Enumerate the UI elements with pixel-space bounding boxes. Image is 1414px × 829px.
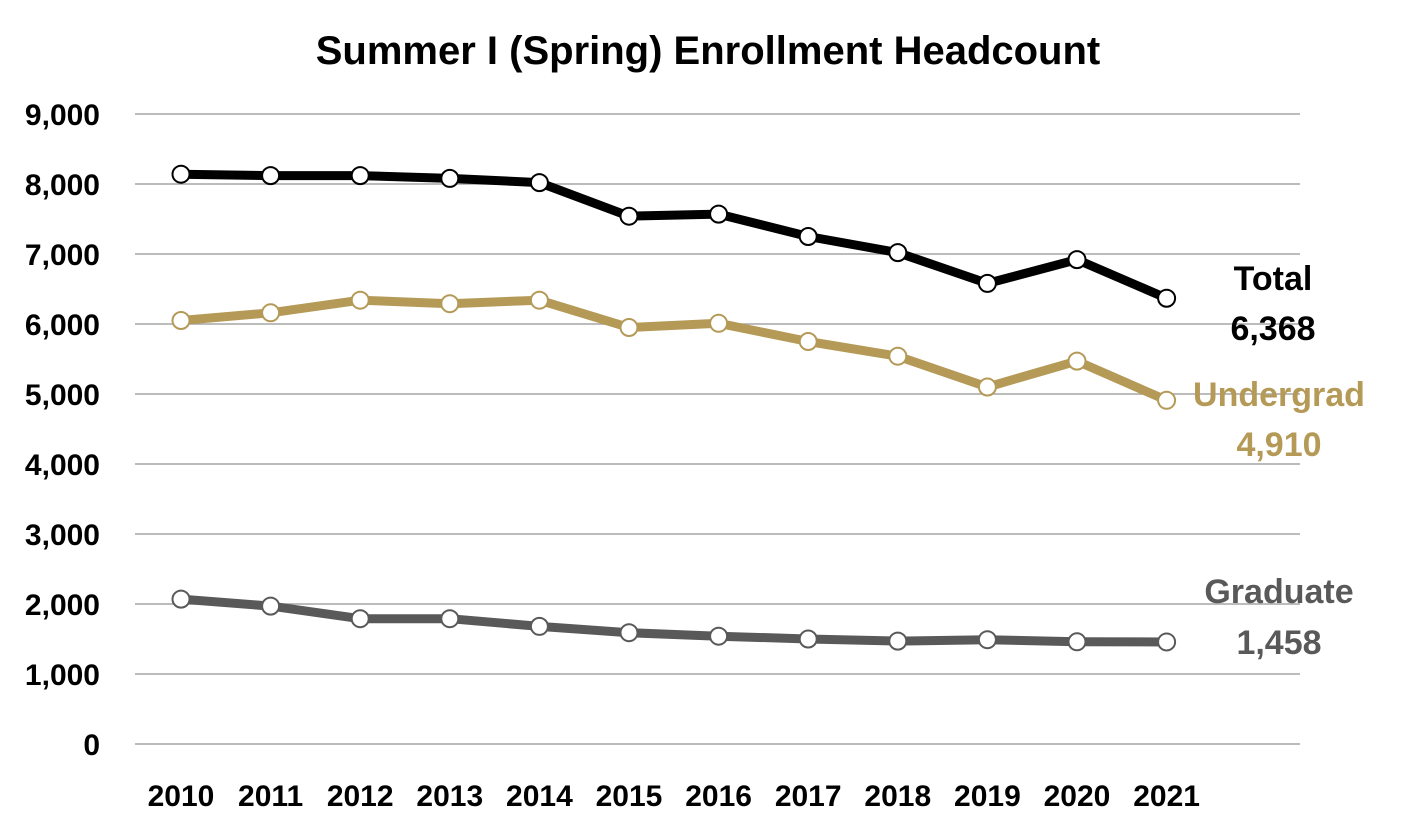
data-point-undergrad — [440, 294, 460, 314]
data-point-undergrad — [1067, 351, 1087, 371]
series-lines — [171, 164, 1177, 652]
data-point-undergrad — [1157, 390, 1177, 410]
data-point-total — [171, 164, 191, 184]
data-point-graduate — [1157, 632, 1177, 652]
data-point-total — [977, 273, 997, 293]
series-graduate — [171, 589, 1177, 652]
x-tick-label: 2019 — [954, 780, 1021, 813]
data-point-total — [261, 166, 281, 186]
data-point-total — [350, 166, 370, 186]
x-tick-label: 2015 — [596, 780, 663, 813]
series-value-label-graduate: 1,458 — [1236, 624, 1321, 662]
data-point-total — [529, 173, 549, 193]
y-tick-label: 8,000 — [25, 169, 100, 202]
data-point-total — [888, 243, 908, 263]
y-tick-label: 6,000 — [25, 309, 100, 342]
y-tick-label: 4,000 — [25, 449, 100, 482]
series-name-label-total: Total — [1234, 260, 1313, 298]
series-undergrad — [171, 290, 1177, 410]
series-total — [171, 164, 1177, 308]
x-tick-label: 2021 — [1133, 780, 1200, 813]
series-name-label-graduate: Graduate — [1204, 573, 1353, 611]
data-point-graduate — [350, 609, 370, 629]
y-tick-label: 9,000 — [25, 99, 100, 132]
x-tick-label: 2018 — [864, 780, 931, 813]
data-point-total — [798, 227, 818, 246]
data-point-graduate — [619, 623, 639, 643]
x-tick-label: 2016 — [685, 780, 752, 813]
series-value-label-total: 6,368 — [1230, 310, 1315, 348]
data-point-graduate — [709, 626, 729, 646]
data-point-total — [1067, 250, 1087, 270]
y-tick-label: 3,000 — [25, 519, 100, 552]
data-point-undergrad — [261, 303, 281, 323]
series-end-labels: Total 6,368 Undergrad 4,910 Graduate 1,458 — [1193, 260, 1365, 662]
data-point-total — [709, 204, 729, 224]
x-tick-label: 2010 — [148, 780, 215, 813]
y-tick-label: 2,000 — [25, 589, 100, 622]
x-tick-label: 2013 — [416, 780, 483, 813]
data-point-undergrad — [529, 290, 549, 310]
y-tick-label: 1,000 — [25, 659, 100, 692]
x-tick-label: 2017 — [775, 780, 842, 813]
series-line-undergrad — [176, 295, 1172, 405]
data-point-total — [440, 168, 460, 188]
data-point-undergrad — [709, 313, 729, 333]
x-tick-label: 2011 — [238, 780, 303, 813]
data-point-total — [1157, 288, 1177, 308]
data-point-total — [619, 206, 639, 226]
data-point-graduate — [440, 609, 460, 629]
data-point-undergrad — [798, 332, 818, 351]
x-tick-label: 2014 — [506, 780, 573, 813]
data-point-graduate — [977, 630, 997, 650]
y-axis-ticks: 0 1,000 2,000 3,000 4,000 5,000 6,000 7,000 8,00… — [25, 99, 100, 762]
series-value-label-undergrad: 4,910 — [1236, 426, 1321, 464]
data-point-undergrad — [619, 318, 639, 337]
y-tick-label: 0 — [83, 729, 100, 762]
y-tick-label: 7,000 — [25, 239, 100, 272]
grid-lines — [135, 113, 1300, 745]
data-point-graduate — [171, 589, 191, 609]
data-point-undergrad — [888, 346, 908, 366]
data-point-undergrad — [977, 377, 997, 397]
x-tick-label: 2012 — [327, 780, 394, 813]
series-line-total — [176, 169, 1172, 303]
data-point-graduate — [798, 629, 818, 649]
x-axis-ticks: 2010 2011 2012 2013 2014 2015 2016 2017 2018 2019… — [148, 780, 1200, 813]
data-point-graduate — [1067, 632, 1087, 652]
x-tick-label: 2020 — [1044, 780, 1111, 813]
data-point-undergrad — [171, 311, 191, 330]
chart-title: Summer I (Spring) Enrollment Headcount — [316, 29, 1101, 73]
data-point-graduate — [529, 616, 549, 636]
y-tick-label: 5,000 — [25, 379, 100, 412]
series-line-graduate — [176, 594, 1172, 647]
data-point-undergrad — [350, 290, 370, 310]
data-point-graduate — [888, 631, 908, 651]
data-point-graduate — [261, 596, 281, 616]
series-name-label-undergrad: Undergrad — [1193, 376, 1365, 414]
